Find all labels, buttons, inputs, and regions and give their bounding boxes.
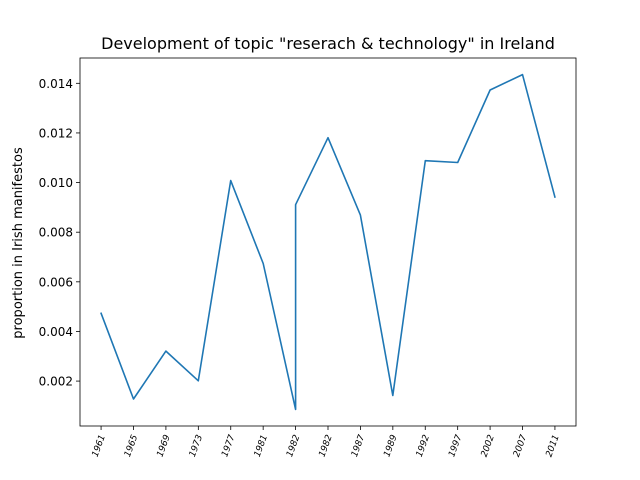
- series-line: [100, 73, 556, 411]
- y-tick-label: 0.010: [39, 176, 73, 190]
- y-tick-label: 0.008: [39, 226, 73, 240]
- y-tick-label: 0.014: [39, 77, 73, 91]
- y-tick-label: 0.004: [39, 325, 73, 339]
- y-axis-label: proportion in Irish manifestos: [11, 147, 26, 339]
- chart-title: Development of topic "reserach & technol…: [101, 34, 555, 53]
- y-tick-label: 0.012: [39, 126, 73, 140]
- y-tick-label: 0.006: [39, 275, 73, 289]
- plot-frame: [79, 57, 577, 427]
- y-tick-label: 0.002: [39, 375, 73, 389]
